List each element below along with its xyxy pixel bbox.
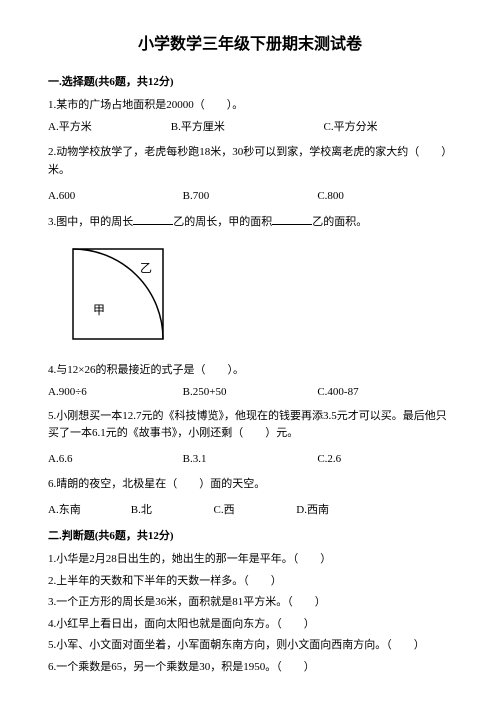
section1-header: 一.选择题(共6题，共12分) xyxy=(48,74,452,92)
q3-prefix: 3.图中，甲的周长 xyxy=(48,216,133,228)
q6-text: 6.晴朗的夜空，北极星在（ ）面的天空。 xyxy=(48,476,452,494)
q2-options: A.600 B.700 C.800 xyxy=(48,188,452,206)
s2-q2: 2.上半年的天数和下半年的天数一样多。（ ） xyxy=(48,573,452,591)
q1-text: 1.某市的广场占地面积是20000（ ）。 xyxy=(48,97,452,115)
q4-options: A.900÷6 B.250+50 C.400-87 xyxy=(48,384,452,402)
q1-options: A.平方米 B.平方厘米 C.平方分米 xyxy=(48,119,452,137)
diagram-label-jia: 甲 xyxy=(93,303,105,317)
q3-suffix: 乙的面积。 xyxy=(312,216,367,228)
q1-optC: C.平方分米 xyxy=(324,121,378,133)
section2-header: 二.判断题(共6题，共12分) xyxy=(48,528,452,546)
q2-optA: A.600 xyxy=(48,188,183,206)
q3-blank1 xyxy=(133,213,173,225)
q6-optD: D.西南 xyxy=(296,504,329,516)
q1-optA: A.平方米 xyxy=(48,119,168,137)
q5-optB: B.3.1 xyxy=(183,451,318,469)
q5-text: 5.小刚想买一本12.7元的《科技博览》，他现在的钱要再添3.5元才可以买。最后… xyxy=(48,408,452,443)
q5-optC: C.2.6 xyxy=(317,451,452,469)
q6-optB: B.北 xyxy=(131,502,211,520)
s2-q1: 1.小华是2月28日出生的，她出生的那一年是平年。（ ） xyxy=(48,551,452,569)
diagram-label-yi: 乙 xyxy=(140,261,152,275)
s2-q3: 3.一个正方形的周长是36米，面积就是81平方米。（ ） xyxy=(48,594,452,612)
q3-blank2 xyxy=(272,213,312,225)
q2-optC: C.800 xyxy=(317,188,452,206)
q6-options: A.东南 B.北 C.西 D.西南 xyxy=(48,502,452,520)
q4-optC: C.400-87 xyxy=(317,384,452,402)
q6-optA: A.东南 xyxy=(48,502,128,520)
q2-text: 2.动物学校放学了，老虎每秒跑18米，30秒可以到家，学校离老虎的家大约（ ）米… xyxy=(48,144,452,179)
q4-text: 4.与12×26的积最接近的式子是（ ）。 xyxy=(48,362,452,380)
s2-q4: 4.小红早上看日出，面向太阳也就是面向东方。（ ） xyxy=(48,616,452,634)
square-arc-diagram: 乙 甲 xyxy=(68,244,168,344)
q5-options: A.6.6 B.3.1 C.2.6 xyxy=(48,451,452,469)
q3-mid: 乙的周长，甲的面积 xyxy=(173,216,272,228)
q3-text: 3.图中，甲的周长 乙的周长，甲的面积 乙的面积。 xyxy=(48,213,452,232)
q6-optC: C.西 xyxy=(214,502,294,520)
s2-q5: 5.小军、小文面对面坐着，小军面朝东南方向，则小文面向西南方向。（ ） xyxy=(48,637,452,655)
diagram-container: 乙 甲 xyxy=(68,244,452,351)
s2-q6: 6.一个乘数是65，另一个乘数是30，积是1950。（ ） xyxy=(48,659,452,677)
q4-optB: B.250+50 xyxy=(183,384,318,402)
page-title: 小学数学三年级下册期末测试卷 xyxy=(48,32,452,58)
q5-optA: A.6.6 xyxy=(48,451,183,469)
q2-optB: B.700 xyxy=(183,188,318,206)
q4-optA: A.900÷6 xyxy=(48,384,183,402)
q1-optB: B.平方厘米 xyxy=(171,119,321,137)
